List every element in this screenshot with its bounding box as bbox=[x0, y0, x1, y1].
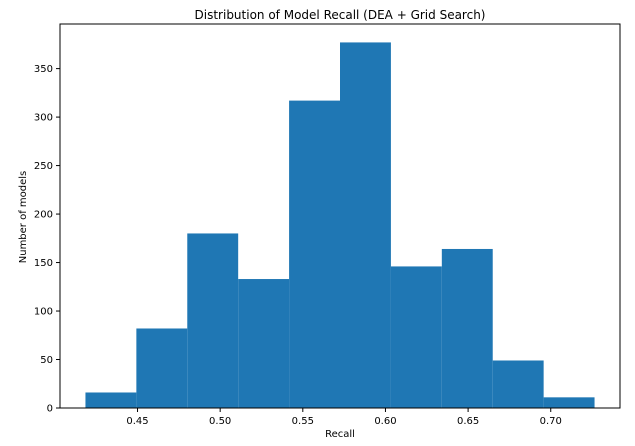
histogram-bar bbox=[187, 233, 239, 408]
histogram-bar bbox=[492, 360, 544, 408]
x-axis-label: Recall bbox=[325, 429, 355, 440]
y-tick-label: 0 bbox=[47, 404, 53, 415]
plot-frame bbox=[59, 23, 621, 409]
x-axis-ticks: 0.45 0.50 0.55 0.60 0.65 0.70 bbox=[126, 408, 562, 427]
histogram-bar bbox=[238, 279, 290, 408]
x-tick-label: 0.65 bbox=[457, 416, 479, 427]
y-tick-label: 50 bbox=[40, 355, 53, 366]
y-axis-ticks: 0 50 100 150 200 250 300 350 bbox=[34, 64, 60, 415]
chart-title: Distribution of Model Recall (DEA + Grid… bbox=[195, 8, 486, 22]
histogram-bar bbox=[85, 392, 137, 408]
x-tick-label: 0.45 bbox=[126, 416, 148, 427]
x-tick-label: 0.60 bbox=[374, 416, 396, 427]
histogram-bar bbox=[340, 42, 391, 408]
histogram-bar bbox=[441, 248, 493, 408]
y-tick-label: 350 bbox=[34, 64, 53, 75]
x-tick-label: 0.55 bbox=[292, 416, 314, 427]
y-tick-label: 300 bbox=[34, 113, 53, 124]
y-tick-label: 200 bbox=[34, 210, 53, 221]
y-tick-label: 250 bbox=[34, 161, 53, 172]
histogram-bar bbox=[390, 266, 442, 408]
bars-group bbox=[85, 42, 595, 408]
histogram-bar bbox=[136, 328, 188, 408]
y-axis-label: Number of models bbox=[18, 171, 29, 264]
y-tick-label: 150 bbox=[34, 258, 53, 269]
histogram-bar bbox=[289, 100, 340, 408]
y-tick-label: 100 bbox=[34, 307, 53, 318]
histogram-bar bbox=[543, 397, 595, 408]
x-tick-label: 0.50 bbox=[209, 416, 231, 427]
x-tick-label: 0.70 bbox=[540, 416, 562, 427]
